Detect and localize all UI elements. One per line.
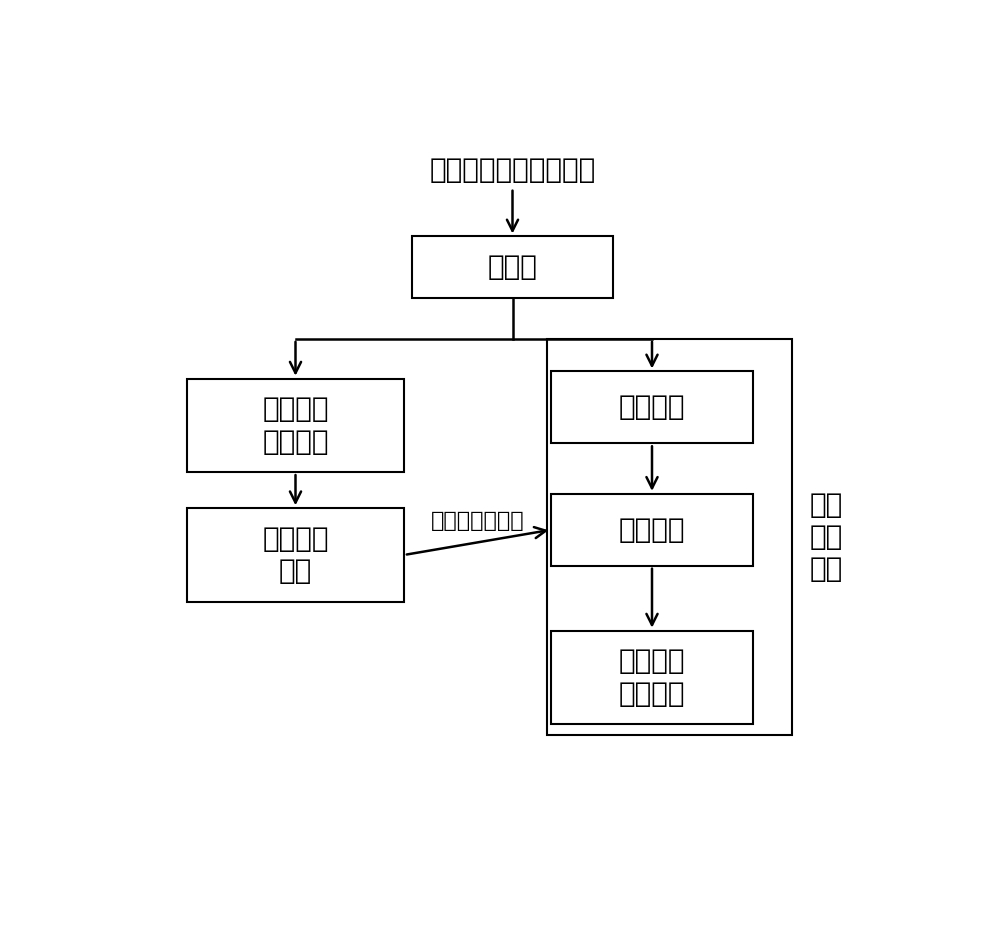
Bar [187,509,404,602]
Text: 一分二: 一分二 [488,253,537,281]
Text: 测角
处理
模块: 测角 处理 模块 [810,491,843,583]
Text: 常规信号
处理模块: 常规信号 处理模块 [262,396,329,455]
Text: 数据搜索: 数据搜索 [619,516,685,544]
Text: 脉压后雷达多通道数据: 脉压后雷达多通道数据 [429,156,596,184]
Text: 目标距离和方位: 目标距离和方位 [431,511,524,531]
Bar [551,494,753,566]
Bar [412,237,613,297]
Text: 筛选数据
测角处理: 筛选数据 测角处理 [619,647,685,708]
Bar [551,630,753,724]
Text: 终端监控
模块: 终端监控 模块 [262,525,329,585]
Bar [547,339,792,735]
Bar [187,379,404,472]
Bar [551,371,753,443]
Text: 数据缓存: 数据缓存 [619,394,685,422]
